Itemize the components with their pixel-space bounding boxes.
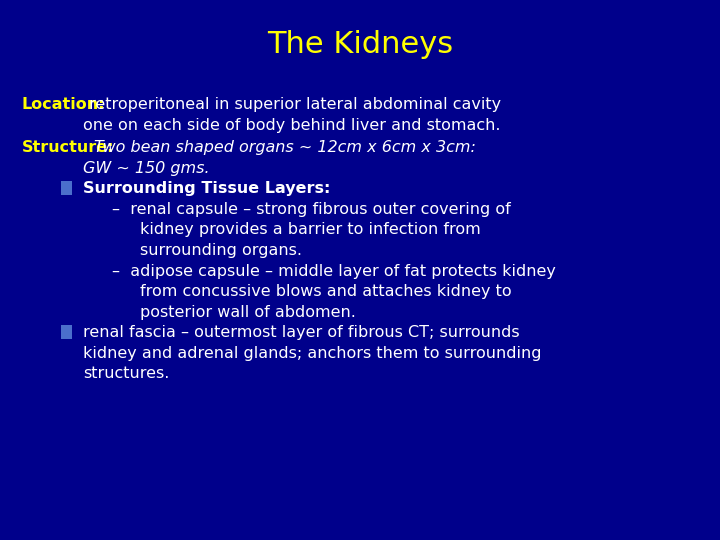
Text: renal fascia – outermost layer of fibrous CT; surrounds: renal fascia – outermost layer of fibrou… [83,325,519,340]
Text: The Kidneys: The Kidneys [267,30,453,59]
Text: retroperitoneal in superior lateral abdominal cavity: retroperitoneal in superior lateral abdo… [89,97,500,112]
Text: from concussive blows and attaches kidney to: from concussive blows and attaches kidne… [140,284,512,299]
Text: –  adipose capsule – middle layer of fat protects kidney: – adipose capsule – middle layer of fat … [112,264,555,279]
FancyBboxPatch shape [61,181,72,195]
Text: surrounding organs.: surrounding organs. [140,243,302,258]
Text: Structure:: Structure: [22,140,114,156]
Text: Surrounding Tissue Layers:: Surrounding Tissue Layers: [83,181,330,197]
Text: GW ~ 150 gms.: GW ~ 150 gms. [83,161,210,176]
FancyBboxPatch shape [61,325,72,339]
Text: Location:: Location: [22,97,105,112]
Text: Two bean shaped organs ~ 12cm x 6cm x 3cm:: Two bean shaped organs ~ 12cm x 6cm x 3c… [94,140,475,156]
Text: kidney provides a barrier to infection from: kidney provides a barrier to infection f… [140,222,481,238]
Text: posterior wall of abdomen.: posterior wall of abdomen. [140,305,356,320]
Text: one on each side of body behind liver and stomach.: one on each side of body behind liver an… [83,118,500,133]
Text: structures.: structures. [83,366,169,381]
Text: kidney and adrenal glands; anchors them to surrounding: kidney and adrenal glands; anchors them … [83,346,541,361]
Text: –  renal capsule – strong fibrous outer covering of: – renal capsule – strong fibrous outer c… [112,202,510,217]
